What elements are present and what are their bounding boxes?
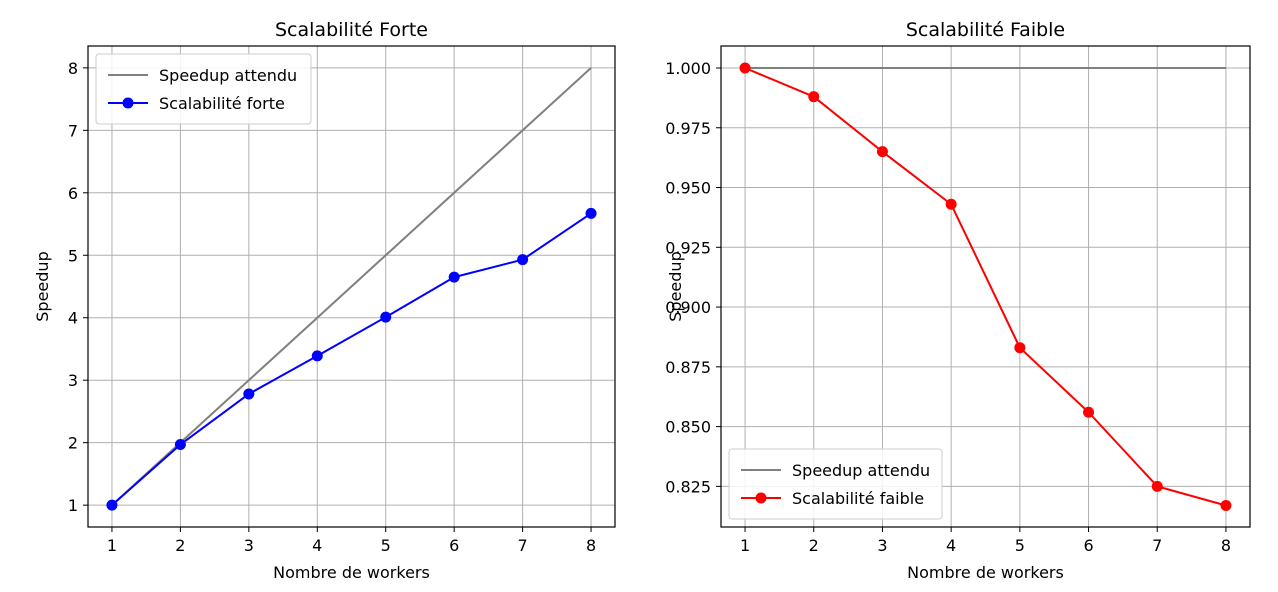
legend-label: Scalabilité faible: [792, 489, 924, 508]
y-tick-label: 4: [68, 309, 78, 328]
x-axis-label: Nombre de workers: [273, 563, 430, 582]
x-tick-label: 3: [877, 536, 887, 555]
y-tick-label: 0.850: [665, 418, 711, 437]
y-tick-label: 0.825: [665, 477, 711, 496]
legend-label: Scalabilité forte: [159, 94, 285, 113]
y-tick-label: 0.900: [665, 298, 711, 317]
y-tick-label: 5: [68, 246, 78, 265]
series-1: [111, 67, 592, 506]
y-tick-label: 6: [68, 184, 78, 203]
x-tick-label: 6: [1083, 536, 1093, 555]
legend-label: Speedup attendu: [159, 66, 297, 85]
data-point: [739, 62, 751, 74]
x-tick-label: 2: [809, 536, 819, 555]
x-tick-label: 1: [107, 536, 117, 555]
data-point: [876, 146, 888, 158]
data-point: [380, 311, 392, 323]
y-tick-label: 1: [68, 496, 78, 515]
series-line: [111, 67, 592, 506]
data-point: [448, 271, 460, 283]
legend-marker: [755, 492, 767, 504]
data-point: [945, 198, 957, 210]
data-point: [517, 254, 529, 266]
legend-item: Speedup attendu: [741, 461, 930, 480]
data-point: [174, 439, 186, 451]
legend: Speedup attendu Scalabilité forte: [95, 53, 312, 125]
y-tick-label: 0.975: [665, 119, 711, 138]
series-line: [744, 67, 1227, 507]
data-point: [1220, 499, 1232, 511]
axes-frame: [87, 45, 616, 528]
axes-frame: [720, 45, 1251, 528]
series-line: [111, 212, 592, 506]
x-tick-label: 8: [586, 536, 596, 555]
chart-title: Scalabilité Faible: [906, 19, 1065, 41]
legend-item: Scalabilité forte: [108, 94, 285, 113]
legend-item: Speedup attendu: [108, 66, 297, 85]
data-point: [585, 207, 597, 219]
x-tick-label: 2: [175, 536, 185, 555]
y-tick-label: 0.950: [665, 179, 711, 198]
x-tick-label: 4: [946, 536, 956, 555]
legend: Speedup attendu Scalabilité faible: [728, 448, 943, 520]
legend-item: Scalabilité faible: [741, 489, 924, 508]
y-tick-label: 7: [68, 121, 78, 140]
x-tick-label: 3: [244, 536, 254, 555]
y-tick-label: 3: [68, 371, 78, 390]
y-axis-label: Speedup: [666, 251, 685, 321]
y-tick-label: 1.000: [665, 59, 711, 78]
x-tick-label: 7: [1152, 536, 1162, 555]
grid: [88, 46, 615, 527]
chart-panel-1: 1 2 3 4 5 6 7 8 1 2 3 4 5 6 7 8 Scalabilité Forte Nombre …: [33, 19, 616, 582]
series-2: [739, 62, 1232, 511]
x-tick-label: 4: [312, 536, 322, 555]
data-point: [1014, 342, 1026, 354]
data-point: [808, 91, 820, 103]
x-tick-label: 1: [740, 536, 750, 555]
data-point: [1083, 406, 1095, 418]
legend-label: Speedup attendu: [792, 461, 930, 480]
data-point: [243, 388, 255, 400]
data-point: [1151, 480, 1163, 492]
y-tick-label: 2: [68, 434, 78, 453]
data-point: [311, 350, 323, 362]
x-tick-label: 8: [1221, 536, 1231, 555]
x-tick-label: 5: [381, 536, 391, 555]
x-tick-label: 6: [449, 536, 459, 555]
chart-panel-2: 1 2 3 4 5 6 7 8 0.825 0.850 0.875 0.900 0.925 0.950 0.…: [665, 19, 1251, 582]
legend-box: [728, 448, 943, 520]
legend-marker: [122, 97, 134, 109]
legend-box: [95, 53, 312, 125]
chart-title: Scalabilité Forte: [275, 19, 428, 41]
y-axis-label: Speedup: [33, 251, 52, 321]
x-axis-label: Nombre de workers: [907, 563, 1064, 582]
y-tick-label: 0.875: [665, 358, 711, 377]
x-tick-label: 7: [518, 536, 528, 555]
y-tick-label: 0.925: [665, 238, 711, 257]
x-tick-label: 5: [1015, 536, 1025, 555]
y-tick-label: 8: [68, 59, 78, 78]
series-2: [106, 207, 597, 511]
data-point: [106, 499, 118, 511]
